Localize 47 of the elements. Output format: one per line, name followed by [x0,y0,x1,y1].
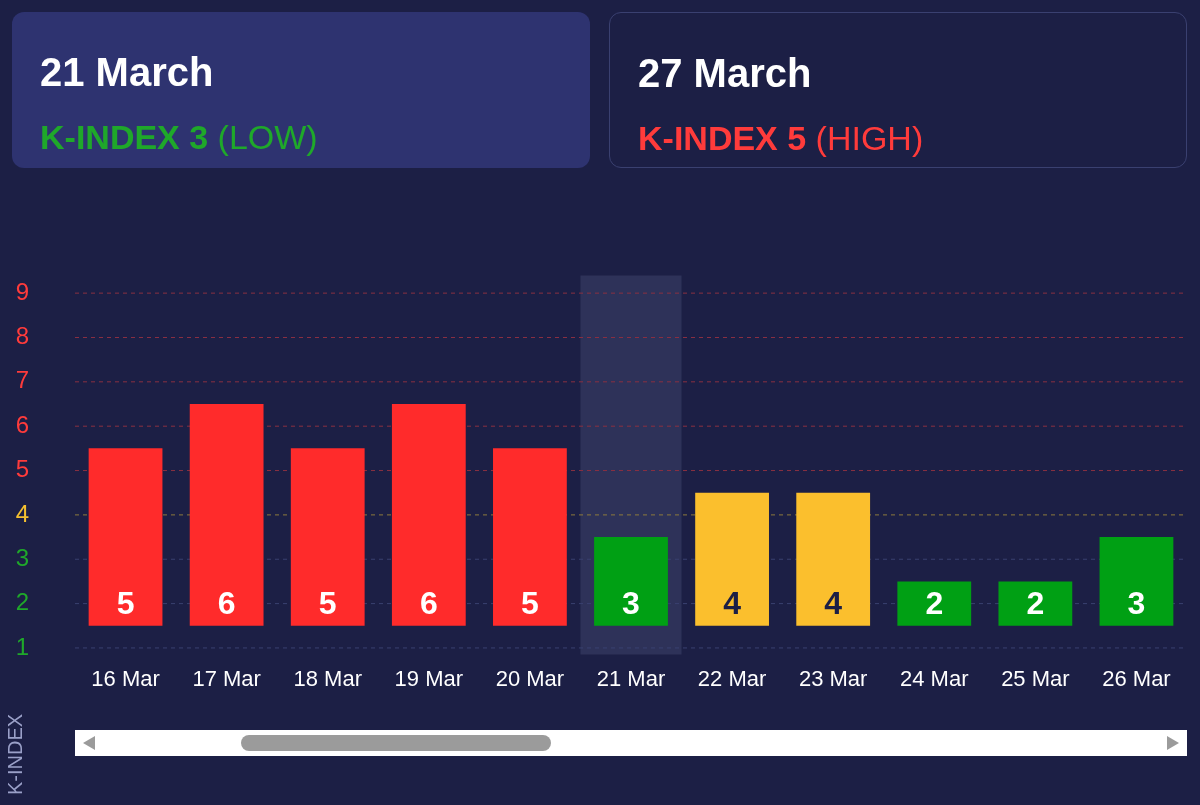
bar [391,404,466,626]
x-tick-label: 24 Mar [900,665,969,691]
x-tick-label: 22 Mar [697,665,767,691]
x-tick-label: 18 Mar [293,665,362,691]
x-tick-label: 23 Mar [798,665,868,691]
data-label: 4 [723,584,742,621]
y-tick-label: 4 [15,499,29,527]
data-label: 2 [1026,584,1045,621]
bar [796,492,871,626]
data-label: 6 [419,584,438,621]
data-label: 5 [116,584,135,621]
x-tick-label: 20 Mar [495,665,565,691]
bar [897,581,972,626]
y-tick-label: 8 [15,322,29,350]
data-label: 3 [1127,584,1146,621]
bar [290,448,365,626]
x-tick-label: 19 Mar [394,665,464,691]
text: 27 March [638,51,812,96]
x-tick-label: 21 Mar [596,665,666,691]
x-tick-label: 16 Mar [91,665,160,691]
y-tick-label: 7 [15,366,29,394]
bar [88,448,163,626]
data-label: 4 [824,584,843,621]
y-axis-title: K-INDEX [4,713,27,795]
x-tick-label: 26 Mar [1102,665,1171,691]
bar [594,537,668,626]
data-label: 5 [521,584,539,621]
text: K-INDEX 5 (HIGH) [638,119,924,158]
bar [493,448,567,626]
x-tick-label: 17 Mar [192,665,261,691]
bar [998,581,1073,626]
text: 21 March [40,50,214,95]
bar [189,404,264,626]
data-label: 5 [318,584,337,621]
y-tick-label: 1 [15,632,29,660]
y-tick-label: 5 [15,455,29,483]
text: K-INDEX 3 (LOW) [40,118,318,157]
data-label: 6 [217,584,236,621]
data-label: 3 [622,584,640,621]
data-label: 2 [925,584,944,621]
bar [1099,537,1174,626]
x-tick-label: 25 Mar [1001,665,1070,691]
y-tick-label: 6 [15,410,29,438]
y-tick-label: 9 [15,277,29,305]
y-tick-label: 3 [15,543,29,571]
y-tick-label: 2 [15,588,29,616]
bar [695,492,769,626]
